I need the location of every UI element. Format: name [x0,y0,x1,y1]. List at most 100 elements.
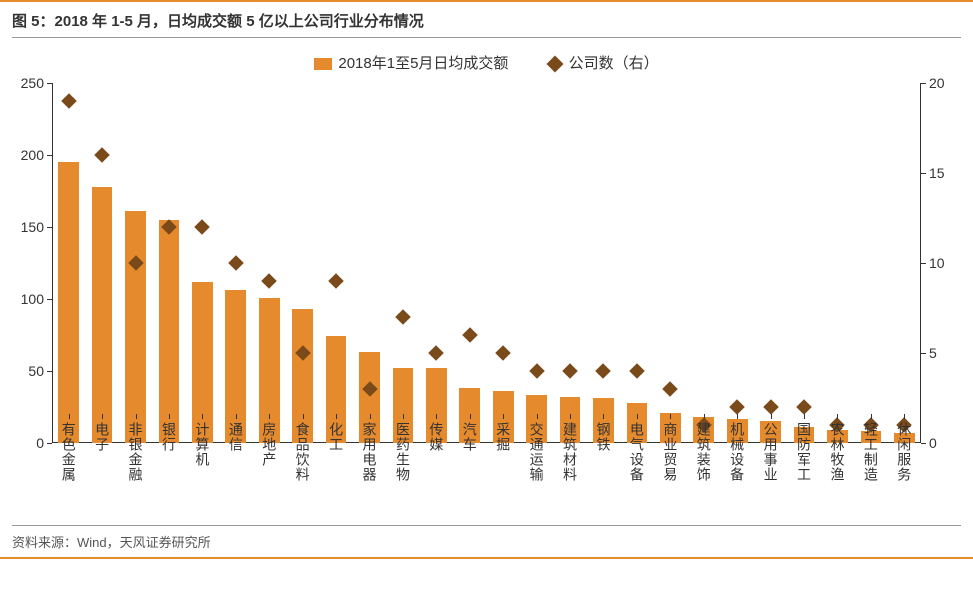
diamond-marker [261,273,277,289]
legend-bar-label: 2018年1至5月日均成交额 [338,55,508,72]
x-label: 采掘 [493,422,513,452]
x-labels: 有色金属电子非银金融银行计算机通信房地产食品饮料化工家用电器医药生物传媒汽车采掘… [52,414,921,504]
diamond-marker [763,399,779,415]
y-right-tick: 0 [929,435,937,451]
x-label: 农林牧渔 [827,422,847,482]
figure-container: 图 5：2018 年 1-5 月，日均成交额 5 亿以上公司行业分布情况 201… [0,0,973,559]
y-left-tick: 250 [21,75,44,91]
title-row: 图 5：2018 年 1-5 月，日均成交额 5 亿以上公司行业分布情况 [0,0,973,37]
y-right-tick: 15 [929,165,945,181]
tick-mark [47,299,52,300]
tick-mark [921,443,926,444]
x-label: 汽车 [460,422,480,452]
x-tick [169,414,170,419]
x-tick [303,414,304,419]
x-tick [837,414,838,419]
tick-mark [921,173,926,174]
x-label: 计算机 [192,422,212,467]
x-label: 银行 [159,422,179,452]
diamond-marker [94,147,110,163]
x-label: 医药生物 [393,422,413,482]
x-tick [503,414,504,419]
y-left-tick: 200 [21,147,44,163]
diamond-marker [328,273,344,289]
x-tick [336,414,337,419]
x-tick [370,414,371,419]
x-tick [737,414,738,419]
x-tick [637,414,638,419]
x-tick [570,414,571,419]
x-label: 电气设备 [627,422,647,482]
x-tick [704,414,705,419]
x-label: 有色金属 [59,422,79,482]
x-label: 房地产 [259,422,279,467]
x-tick [136,414,137,419]
y-left-tick: 0 [36,435,44,451]
figure-title: 图 5：2018 年 1-5 月，日均成交额 5 亿以上公司行业分布情况 [12,10,961,31]
tick-mark [47,155,52,156]
bar [125,211,146,443]
x-label: 家用电器 [360,422,380,482]
x-label: 休闲服务 [894,422,914,482]
legend-diamond-item: 公司数（右） [549,52,659,73]
x-label: 通信 [226,422,246,452]
bars-layer [52,83,921,443]
diamond-swatch-icon [546,56,563,73]
y-right-tick: 10 [929,255,945,271]
x-tick [771,414,772,419]
legend: 2018年1至5月日均成交额 公司数（右） [12,46,961,83]
y-left-tick: 100 [21,291,44,307]
plot-area: 050100150200250 05101520 [52,83,921,443]
x-label: 建筑材料 [560,422,580,482]
x-label: 非银金融 [126,422,146,482]
tick-mark [47,227,52,228]
x-label: 交通运输 [527,422,547,482]
diamond-marker [462,327,478,343]
source-row: 资料来源：Wind，天风证券研究所 [12,525,961,557]
x-label: 钢铁 [593,422,613,452]
x-tick [69,414,70,419]
bar-swatch-icon [314,58,332,70]
diamond-marker [61,93,77,109]
x-label: 机械设备 [727,422,747,482]
y-left-tick: 150 [21,219,44,235]
x-tick [436,414,437,419]
diamond-marker [729,399,745,415]
y-left-ticks: 050100150200250 [16,83,48,443]
y-right-ticks: 05101520 [925,83,953,443]
tick-mark [921,83,926,84]
x-label: 传媒 [426,422,446,452]
diamond-marker [596,363,612,379]
legend-diamond-label: 公司数（右） [569,55,659,72]
title-divider [12,37,961,38]
x-label: 商业贸易 [660,422,680,482]
tick-mark [47,371,52,372]
x-label: 化工 [326,422,346,452]
tick-mark [47,83,52,84]
chart-area: 2018年1至5月日均成交额 公司数（右） 050100150200250 05… [12,46,961,521]
x-tick [904,414,905,419]
x-label: 轻工制造 [861,422,881,482]
x-label: 建筑装饰 [694,422,714,482]
x-label: 食品饮料 [293,422,313,482]
source-text: 资料来源：Wind，天风证券研究所 [12,532,961,557]
diamond-marker [195,219,211,235]
bottom-rule [0,557,973,559]
x-tick [670,414,671,419]
bar [159,220,180,443]
x-tick [804,414,805,419]
x-tick [403,414,404,419]
diamond-marker [429,345,445,361]
y-left-tick: 50 [28,363,44,379]
x-label: 国防军工 [794,422,814,482]
diamond-marker [562,363,578,379]
y-right-tick: 20 [929,75,945,91]
x-tick [537,414,538,419]
y-right-tick: 5 [929,345,937,361]
diamond-marker [796,399,812,415]
x-tick [202,414,203,419]
diamond-marker [629,363,645,379]
tick-mark [921,353,926,354]
x-label: 电子 [92,422,112,452]
x-label: 公用事业 [761,422,781,482]
